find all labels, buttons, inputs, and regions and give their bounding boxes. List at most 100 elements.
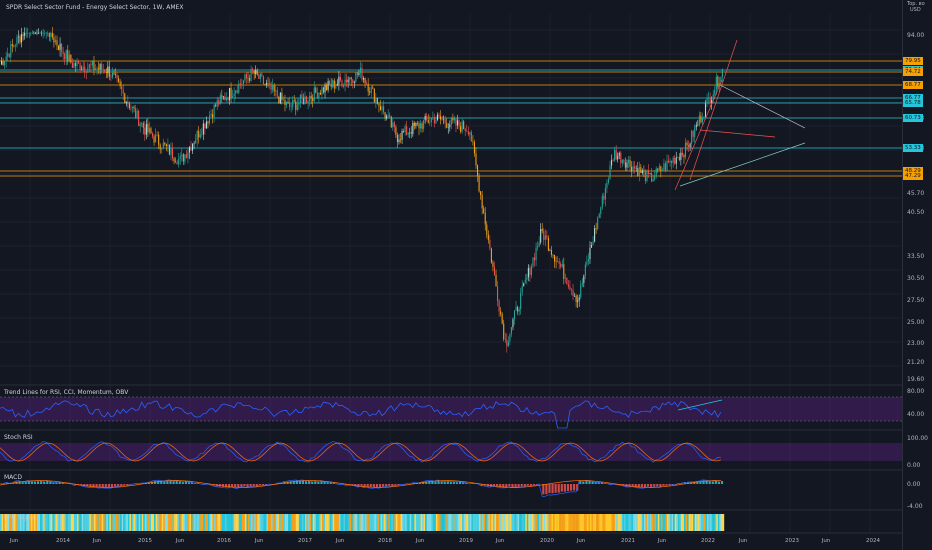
signal-bar (489, 514, 492, 531)
signal-bar (423, 514, 426, 531)
macd-bar (492, 484, 496, 487)
time-axis-tick: Jun (495, 538, 505, 544)
signal-bar (212, 514, 215, 531)
signal-bar (200, 514, 202, 531)
macd-bar (89, 484, 92, 487)
candle-body (285, 101, 288, 106)
candle-body (225, 97, 227, 101)
signal-bar (648, 514, 651, 531)
signal-bar (191, 514, 193, 531)
signal-bar (440, 514, 443, 531)
macd-bar (295, 480, 298, 484)
candle-body (668, 160, 670, 163)
signal-bar (431, 514, 434, 531)
macd-bar (588, 480, 591, 484)
candle-body (452, 117, 454, 121)
candle-body (569, 286, 571, 290)
candle-body (512, 319, 514, 328)
candle-body (144, 127, 146, 135)
stoch-pane-label[interactable]: Stoch RSI (4, 434, 33, 441)
candle-body (316, 92, 318, 99)
candle-body (205, 121, 207, 129)
candle-body (623, 159, 625, 163)
candle-body (674, 157, 676, 164)
signal-bar (432, 514, 435, 531)
candle-body (543, 230, 545, 240)
signal-bar (665, 514, 668, 531)
signal-bar (29, 514, 32, 531)
candle-body (658, 166, 660, 170)
macd-bar (505, 484, 508, 488)
drawn-trendline[interactable] (699, 129, 776, 138)
signal-bar (4, 514, 7, 531)
macd-bar (113, 484, 117, 487)
candle-body (375, 98, 377, 103)
signal-bar (477, 514, 480, 531)
drawn-trendline[interactable] (674, 79, 723, 191)
macd-bar (440, 481, 443, 484)
macd-bar (351, 484, 354, 486)
macd-bar (18, 481, 21, 484)
signal-bar (428, 514, 430, 531)
macd-bar (157, 480, 160, 484)
candle-body (36, 32, 38, 34)
macd-pane-label[interactable]: MACD (4, 474, 22, 481)
candle-body (430, 118, 432, 122)
macd-bar (720, 481, 724, 484)
candle-body (372, 87, 374, 89)
drawn-trendline[interactable] (679, 142, 806, 187)
candle-body (244, 74, 246, 81)
candle-body (24, 32, 26, 36)
signal-bar (556, 514, 558, 531)
signal-bar (425, 514, 427, 531)
signal-bar (496, 514, 498, 531)
signal-bar (291, 514, 293, 531)
signal-bar (67, 514, 70, 531)
signal-bar (468, 514, 471, 531)
signal-bar (109, 514, 112, 531)
candle-body (319, 92, 321, 95)
signal-bar (90, 514, 93, 531)
candle-body (332, 80, 334, 87)
drawn-trendline[interactable] (719, 84, 806, 129)
drawn-trendline[interactable] (689, 39, 738, 181)
price-axis-tick: 25.00 (907, 319, 925, 326)
rsi-pane-label[interactable]: Trend Lines for RSI, CCI, Momentum, OBV (4, 389, 129, 396)
candle-body (520, 292, 522, 310)
price-axis[interactable] (902, 0, 932, 550)
candle-body (378, 104, 380, 107)
signal-bar (383, 514, 386, 531)
candle-body (598, 214, 600, 218)
signal-bar (574, 514, 577, 531)
candle-body (344, 79, 346, 85)
price-tag: 53.33 (903, 144, 923, 152)
signal-bar (194, 514, 196, 531)
macd-bar (107, 484, 110, 488)
candle-body (572, 289, 574, 296)
signal-bar (357, 514, 360, 531)
signal-bar (33, 514, 36, 531)
candle-body (17, 36, 20, 38)
macd-bar (646, 484, 650, 487)
signal-bar (43, 514, 45, 531)
candle-body (629, 159, 631, 167)
macd-bar (532, 484, 536, 486)
candle-body (44, 32, 46, 34)
macd-bar (187, 482, 191, 484)
candle-body (590, 245, 593, 248)
signal-bar (668, 514, 671, 531)
macd-bar (582, 481, 585, 484)
candle-body (105, 72, 107, 74)
candle-body (139, 123, 141, 126)
signal-bar (631, 514, 634, 531)
candle-body (424, 115, 426, 121)
signal-bar (605, 514, 608, 531)
candle-body (554, 254, 556, 262)
signal-bar (683, 514, 686, 531)
signal-bar (274, 514, 276, 531)
time-axis-tick: Jun (92, 538, 102, 544)
strip-pane-label[interactable]: PPN Signal (4, 514, 37, 521)
macd-bar (92, 484, 95, 487)
candle-body (233, 93, 235, 97)
